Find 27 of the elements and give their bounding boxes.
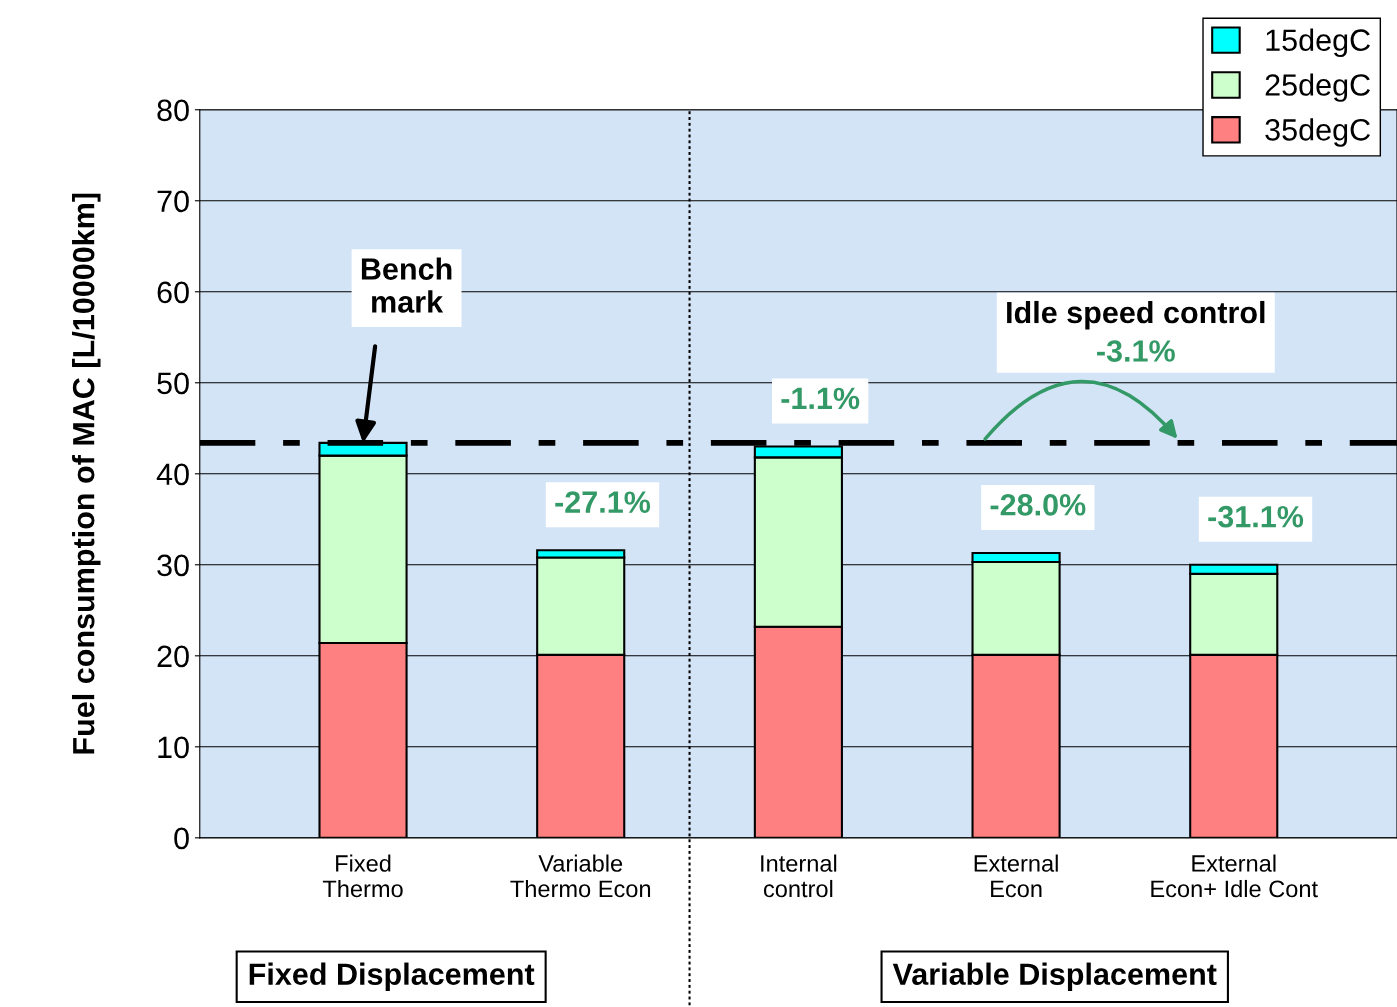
y-tick-label: 60	[157, 281, 189, 304]
annotation: -28.0%	[990, 494, 1086, 516]
annotation: -1.1%	[781, 387, 860, 410]
x-tick-label: Variable Thermo Econ	[510, 854, 651, 898]
x-tick-label: External Econ	[974, 854, 1058, 898]
text: Fixed Displacement	[249, 962, 535, 992]
x-tick-label: Fixed Thermo	[322, 854, 403, 898]
legend-label: 35degC	[1265, 118, 1370, 147]
legend-label: 25degC	[1265, 73, 1370, 102]
y-axis-title: Fuel consumption of MAC [L/10000km]	[72, 193, 101, 754]
y-tick-label: 40	[156, 463, 189, 486]
annotation: -31.1%	[1208, 505, 1304, 528]
y-tick-label: 50	[157, 372, 189, 395]
annotation: -27.1%	[555, 491, 651, 513]
y-tick-label: 80	[157, 99, 189, 122]
y-tick-label: 0	[174, 827, 189, 850]
text: Variable Displacement	[892, 962, 1217, 992]
annotation: -3.1%	[1097, 340, 1175, 362]
annotation: Bench mark	[361, 257, 452, 313]
annotation: Idle speed control	[1007, 300, 1265, 330]
x-tick-label: Internal control	[761, 854, 837, 898]
y-tick-label: 70	[157, 190, 189, 213]
y-tick-label: 10	[158, 736, 189, 759]
y-tick-label: 20	[157, 645, 189, 668]
y-tick-label: 30	[157, 554, 189, 577]
x-tick-label: External Econ+ Idle Cont	[1151, 854, 1318, 898]
legend-label: 15degC	[1266, 28, 1370, 58]
